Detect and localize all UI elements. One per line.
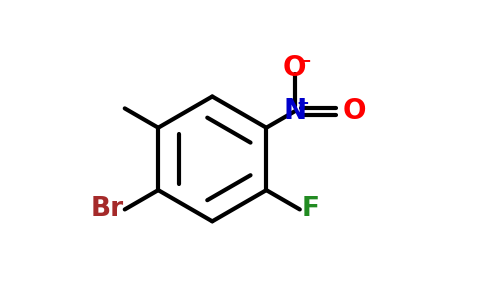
Text: Br: Br <box>90 196 123 222</box>
Text: N: N <box>283 97 306 125</box>
Text: O: O <box>342 97 366 125</box>
Text: O: O <box>283 54 306 82</box>
Text: F: F <box>301 196 319 222</box>
Text: +: + <box>297 96 309 111</box>
Text: −: − <box>297 51 311 69</box>
